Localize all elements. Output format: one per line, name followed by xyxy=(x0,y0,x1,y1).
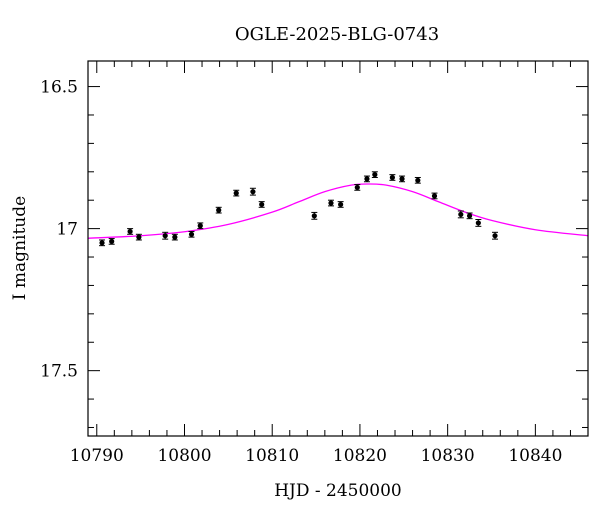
y-axis-label: I magnitude xyxy=(10,196,30,300)
data-point-marker xyxy=(399,176,405,182)
data-point-marker xyxy=(109,238,115,244)
x-tick-label: 10840 xyxy=(508,446,562,466)
data-point xyxy=(249,187,256,196)
data-point xyxy=(171,233,178,241)
data-point-marker xyxy=(475,220,481,226)
data-point xyxy=(466,212,473,220)
data-point xyxy=(311,211,318,220)
x-tick-label: 10820 xyxy=(333,446,387,466)
data-point-marker xyxy=(492,233,498,239)
data-point xyxy=(389,174,396,181)
data-point xyxy=(135,233,142,241)
model-curve-layer xyxy=(87,183,589,239)
data-point xyxy=(354,184,361,191)
data-point xyxy=(99,239,106,247)
data-points-layer xyxy=(99,171,499,247)
data-point xyxy=(233,189,240,197)
axis-ticks: 10790 10800 10810 10820 10830 10840 16.5 17 17.5 xyxy=(40,61,589,466)
data-point-marker xyxy=(328,200,334,206)
data-point-marker xyxy=(250,189,256,195)
data-point-marker xyxy=(99,240,105,246)
x-axis-label: HJD - 2450000 xyxy=(274,481,402,501)
data-point xyxy=(197,222,204,230)
data-point-marker xyxy=(233,190,239,196)
data-point-marker xyxy=(311,213,317,219)
data-point-marker xyxy=(136,234,142,240)
data-point xyxy=(363,175,370,183)
data-point-marker xyxy=(216,207,222,213)
data-point xyxy=(475,219,482,227)
data-point xyxy=(371,171,378,178)
data-point xyxy=(127,228,134,235)
data-point-marker xyxy=(431,193,438,199)
data-point xyxy=(492,231,499,240)
data-point-marker xyxy=(389,174,395,181)
data-point-marker xyxy=(259,201,265,208)
data-point-marker xyxy=(354,184,360,191)
data-point xyxy=(431,192,438,200)
x-tick-label: 10810 xyxy=(245,446,299,466)
chart-title: OGLE-2025-BLG-0743 xyxy=(235,24,439,45)
data-point xyxy=(188,230,195,238)
data-point-marker xyxy=(162,233,168,239)
x-tick-label: 10800 xyxy=(157,446,211,466)
data-point-marker xyxy=(127,228,133,235)
data-point xyxy=(215,206,222,214)
data-point-marker xyxy=(364,176,370,182)
data-point-marker xyxy=(466,213,473,219)
data-point xyxy=(162,231,169,240)
data-point xyxy=(414,176,421,184)
y-tick-label: 17 xyxy=(56,220,78,240)
data-point-marker xyxy=(188,231,195,237)
x-tick-label: 10830 xyxy=(421,446,475,466)
data-point xyxy=(457,210,464,219)
y-tick-label: 17.5 xyxy=(40,362,78,382)
x-tick-label: 10790 xyxy=(70,446,124,466)
data-point xyxy=(337,201,344,208)
y-tick-label: 16.5 xyxy=(40,78,78,98)
data-point-marker xyxy=(338,201,344,208)
data-point-marker xyxy=(372,172,378,178)
data-point-marker xyxy=(458,211,464,218)
data-point xyxy=(327,199,334,207)
data-point xyxy=(108,238,115,245)
model-fit-curve xyxy=(87,183,589,239)
data-point xyxy=(399,175,406,183)
data-point-marker xyxy=(415,177,421,183)
data-point-marker xyxy=(197,223,203,229)
data-point-marker xyxy=(172,234,178,240)
plot-frame xyxy=(87,60,589,437)
data-point xyxy=(258,201,265,208)
